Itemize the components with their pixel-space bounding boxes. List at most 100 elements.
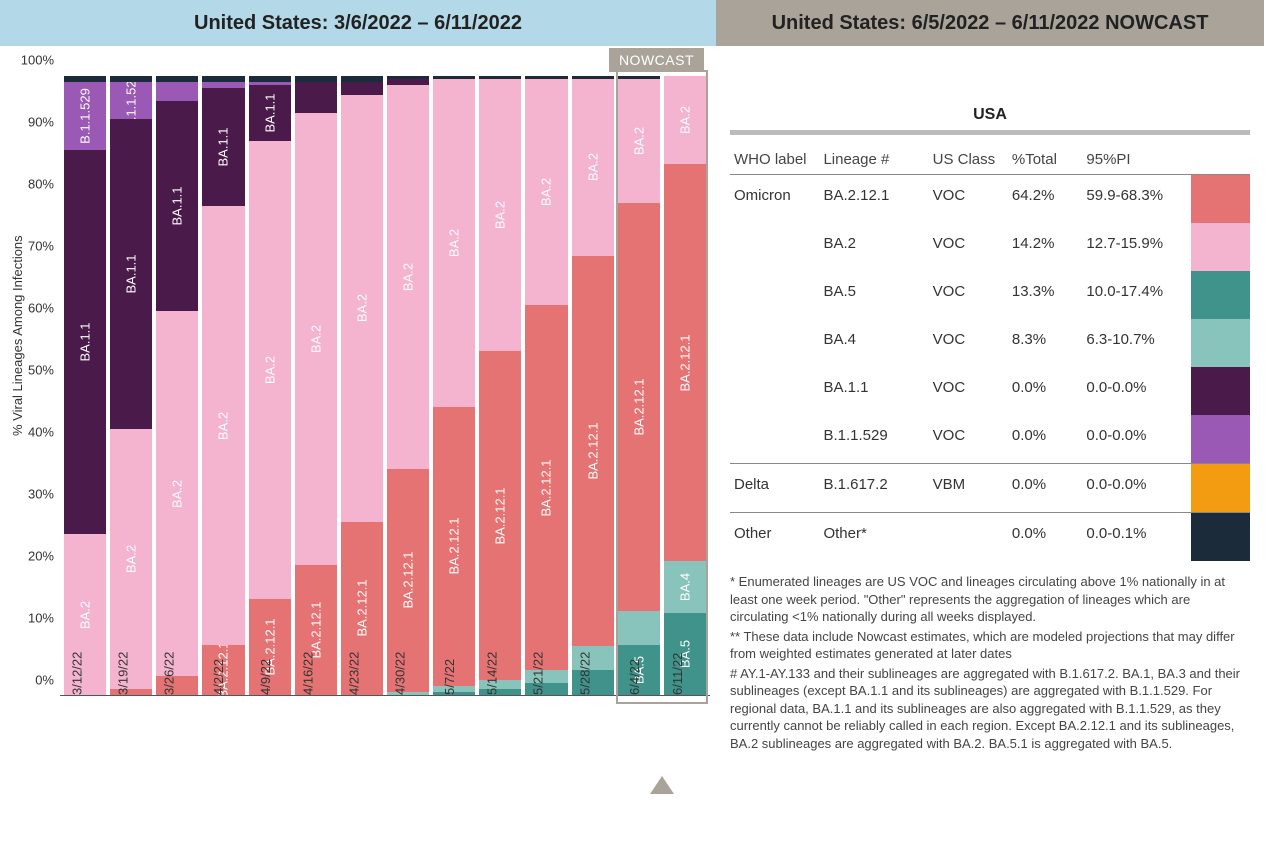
segment-label: BA.2 <box>539 178 554 206</box>
table-cell: 0.0% <box>1008 513 1083 562</box>
bar-stack: BA.2.12.1BA.2BA.1.1 <box>249 76 291 695</box>
bar-column: BA.5BA.4BA.2.12.1BA.26/11/22 <box>664 76 706 695</box>
bar-stack: BA.2.12.1BA.2 <box>433 76 475 695</box>
table-header-row: WHO labelLineage #US Class%Total95%PI <box>730 145 1250 175</box>
color-swatch <box>1191 271 1250 319</box>
bar-stack: BA.2.12.1BA.2 <box>572 76 614 695</box>
x-tick: 4/9/22 <box>252 659 273 695</box>
bar-segment <box>156 76 198 82</box>
chart-wrap: NOWCAST BA.2BA.1.1B.1.1.5293/12/22BA.2BA… <box>60 76 710 696</box>
segment-label: BA.2 <box>677 106 692 134</box>
bar-segment: BA.1.1 <box>202 88 244 206</box>
segment-label: BA.1.1 <box>216 128 231 167</box>
bar-segment: BA.1.1 <box>110 119 152 429</box>
swatch-cell <box>1191 464 1250 513</box>
bar-segment <box>387 79 429 85</box>
bar-segment <box>295 76 337 82</box>
bar-segment <box>156 82 198 101</box>
bar-segment: BA.2 <box>156 311 198 676</box>
y-tick: 60% <box>12 301 54 316</box>
swatch-cell <box>1191 319 1250 367</box>
bar-column: BA.5BA.2.12.1BA.26/4/22 <box>618 76 660 695</box>
table-column-header: %Total <box>1008 145 1083 175</box>
segment-label: BA.2.12.1 <box>308 601 323 658</box>
table-cell: B.1.1.529 <box>819 415 928 464</box>
bar-segment: BA.2 <box>479 79 521 351</box>
bar-segment <box>341 82 383 94</box>
bars-container: BA.2BA.1.1B.1.1.5293/12/22BA.2BA.1.1B.1.… <box>60 76 710 695</box>
bar-segment <box>525 76 567 79</box>
table-cell: Other* <box>819 513 928 562</box>
bar-segment: BA.4 <box>664 561 706 612</box>
bar-column: BA.2.12.1BA.25/7/22 <box>433 76 475 695</box>
table-column-header: WHO label <box>730 145 819 175</box>
y-tick: 50% <box>12 363 54 378</box>
bar-segment: BA.2.12.1 <box>618 203 660 612</box>
chart-panel: % Viral Lineages Among Infections NOWCAS… <box>0 46 716 754</box>
bar-segment <box>618 611 660 645</box>
bar-stack: BA.2.12.1BA.2 <box>479 76 521 695</box>
table-cell: Delta <box>730 464 819 513</box>
nowcast-arrow-icon <box>650 776 674 794</box>
bar-column: BA.2BA.1.1B.1.1.5293/19/22 <box>110 76 152 695</box>
table-cell <box>730 415 819 464</box>
y-tick: 40% <box>12 425 54 440</box>
table-cell: 0.0-0.0% <box>1082 464 1191 513</box>
table-column-header: Lineage # <box>819 145 928 175</box>
bar-segment: BA.2 <box>202 206 244 645</box>
segment-label: BA.2 <box>216 412 231 440</box>
bar-segment: BA.1.1 <box>64 150 106 534</box>
table-ruler <box>730 130 1250 135</box>
bar-segment <box>295 82 337 113</box>
footnotes: * Enumerated lineages are US VOC and lin… <box>730 573 1250 752</box>
x-tick: 4/23/22 <box>340 652 361 695</box>
bar-stack: BA.2.12.1BA.2 <box>295 76 337 695</box>
table-row: B.1.1.529VOC0.0%0.0-0.0% <box>730 415 1250 464</box>
x-tick: 6/11/22 <box>664 653 685 695</box>
y-tick: 70% <box>12 239 54 254</box>
table-cell: 14.2% <box>1008 223 1083 271</box>
x-tick: 5/28/22 <box>571 652 592 695</box>
segment-label: B.1.1.529 <box>124 82 139 119</box>
x-tick: 3/19/22 <box>110 652 131 695</box>
table-cell: VOC <box>929 367 1008 415</box>
bar-segment: B.1.1.529 <box>64 82 106 150</box>
bar-segment: BA.2.12.1 <box>525 305 567 670</box>
bar-column: BA.2.12.1BA.24/16/22 <box>295 76 337 695</box>
table-cell: 0.0-0.1% <box>1082 513 1191 562</box>
bar-column: BA.2.12.1BA.24/30/22 <box>387 76 429 695</box>
table-cell: Omicron <box>730 175 819 224</box>
segment-label: BA.2.12.1 <box>677 334 692 391</box>
bar-column: BA.2.12.1BA.2BA.1.14/9/22 <box>249 76 291 695</box>
table-cell: 64.2% <box>1008 175 1083 224</box>
swatch-cell <box>1191 175 1250 224</box>
table-cell: VOC <box>929 223 1008 271</box>
table-cell: VOC <box>929 415 1008 464</box>
x-tick: 4/30/22 <box>386 652 407 695</box>
table-cell <box>730 367 819 415</box>
bar-stack: BA.5BA.4BA.2.12.1BA.2 <box>664 76 706 695</box>
header-left: United States: 3/6/2022 – 6/11/2022 <box>0 0 716 46</box>
y-tick: 90% <box>12 115 54 130</box>
swatch-cell <box>1191 415 1250 464</box>
table-column-header: US Class <box>929 145 1008 175</box>
bar-column: BA.2.12.1BA.25/21/22 <box>525 76 567 695</box>
y-tick: 10% <box>12 611 54 626</box>
bar-stack: BA.2BA.1.1B.1.1.529 <box>64 76 106 695</box>
segment-label: BA.1.1 <box>78 323 93 362</box>
table-cell: VOC <box>929 175 1008 224</box>
bar-segment: BA.2 <box>664 76 706 164</box>
bar-segment: BA.2.12.1 <box>479 351 521 679</box>
table-cell: 0.0% <box>1008 367 1083 415</box>
table-body: OmicronBA.2.12.1VOC64.2%59.9-68.3%BA.2VO… <box>730 175 1250 562</box>
x-tick: 3/26/22 <box>156 652 177 695</box>
bar-segment <box>202 76 244 82</box>
color-swatch <box>1191 415 1250 463</box>
bar-segment <box>479 76 521 79</box>
bar-segment: BA.2 <box>525 79 567 305</box>
bar-segment: BA.2.12.1 <box>664 164 706 561</box>
bar-segment: BA.1.1 <box>249 85 291 141</box>
bar-column: BA.2.12.1BA.25/28/22 <box>572 76 614 695</box>
page: United States: 3/6/2022 – 6/11/2022 Unit… <box>0 0 1280 844</box>
table-cell: VOC <box>929 319 1008 367</box>
